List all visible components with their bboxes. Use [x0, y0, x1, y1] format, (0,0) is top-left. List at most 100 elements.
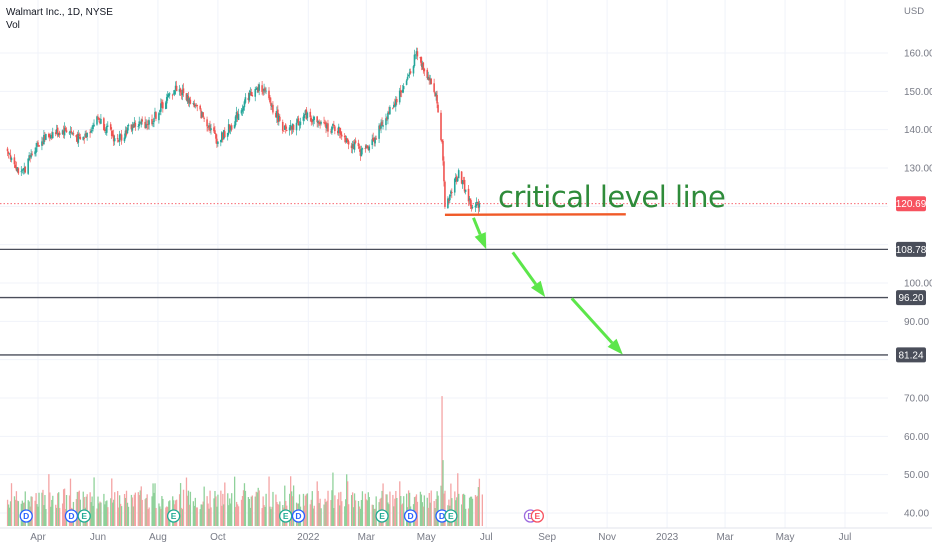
volume-bar [162, 498, 164, 526]
volume-bar [231, 493, 233, 526]
candle-body [261, 85, 263, 92]
candle-body [398, 90, 401, 103]
volume-bar [291, 491, 293, 526]
candle-body [50, 135, 53, 138]
candle-body [165, 97, 168, 104]
trend-arrow-shaft[interactable] [511, 251, 538, 286]
candle-body [83, 137, 85, 139]
volume-bar [199, 509, 201, 526]
candle-body [455, 176, 458, 182]
candle-body [262, 92, 264, 94]
candle-body [400, 91, 403, 93]
dividend-marker-icon[interactable]: D [64, 509, 79, 523]
candle-body [20, 171, 23, 173]
candle-body [22, 168, 25, 171]
candle-body [251, 94, 254, 97]
volume-bar [118, 495, 121, 526]
event-marker-circle [64, 509, 79, 523]
candle-body [229, 126, 232, 131]
candle-body [240, 110, 243, 114]
volume-bar [166, 506, 168, 526]
candle-body [279, 116, 281, 121]
candle-body [126, 127, 129, 134]
candle-body [230, 125, 233, 130]
dividend-marker-icon[interactable]: D [19, 509, 33, 523]
candle-body [288, 127, 291, 131]
volume-series [6, 396, 483, 526]
trend-arrow-head[interactable] [607, 338, 623, 355]
volume-bar [125, 490, 128, 526]
candle-body [6, 148, 9, 152]
candle-body [99, 121, 101, 124]
trend-arrow-head[interactable] [474, 232, 487, 250]
candle-body [461, 180, 464, 185]
candle-body [140, 120, 143, 125]
candle-body [21, 169, 24, 171]
price-tick-label: 60.00 [904, 432, 929, 443]
volume-bar [345, 499, 347, 526]
candle-body [109, 124, 112, 130]
candle-body [388, 111, 390, 114]
candle-body [457, 170, 460, 179]
candle-body [394, 99, 397, 107]
volume-bar [278, 504, 280, 526]
candle-body [120, 134, 123, 141]
volume-bar [208, 508, 210, 526]
volume-bar [373, 508, 375, 526]
trend-arrow-shaft[interactable] [472, 217, 482, 236]
volume-bar [213, 498, 215, 526]
volume-bar [62, 489, 65, 526]
earnings-marker-icon[interactable]: E [166, 509, 181, 523]
candle-body [382, 125, 384, 127]
candle-body [93, 124, 95, 127]
candle-body [221, 133, 224, 140]
candle-body [290, 126, 293, 130]
earnings-marker-icon[interactable]: E [77, 509, 91, 523]
volume-bar [92, 505, 94, 526]
time-axis[interactable]: Apr Jun Aug Oct 2022 Mar May Jul Sep Nov 2023 Mar Ma… [0, 527, 932, 543]
candle-body [134, 122, 137, 127]
candle-body [86, 132, 88, 137]
dividend-marker-icon[interactable]: D [403, 509, 418, 523]
candle-body [351, 144, 354, 149]
candle-body [15, 166, 18, 171]
candle-body [275, 112, 277, 118]
volume-bar [96, 508, 98, 526]
earnings-marker-icon[interactable]: E [375, 509, 389, 523]
volume-bar [7, 504, 10, 526]
volume-bar [408, 492, 411, 526]
time-tick-label: Jul [839, 532, 852, 543]
volume-bar [291, 496, 294, 526]
volume-bar [111, 478, 113, 526]
volume-bar [430, 490, 432, 526]
candle-body [38, 145, 40, 147]
critical-level-line[interactable] [444, 213, 626, 216]
candle-body [385, 118, 387, 126]
volume-bar [419, 491, 422, 526]
candle-body [118, 134, 121, 142]
earnings-marker-icon[interactable]: E [444, 509, 458, 523]
volume-bar [112, 502, 114, 526]
trend-arrow-shaft[interactable] [570, 297, 614, 344]
price-axis[interactable]: USD 160.00 150.00 140.00 130.00 100.00 90.00 70… [904, 6, 932, 520]
candle-body [228, 124, 231, 131]
candle-body [313, 116, 316, 120]
volume-bar [366, 500, 368, 526]
volume-bar [395, 490, 397, 526]
candle-body [387, 112, 389, 120]
volume-bar [228, 505, 230, 526]
candle-body [37, 142, 39, 145]
volume-bar [233, 476, 236, 526]
trend-arrow-head[interactable] [530, 280, 546, 298]
volume-bar [375, 496, 377, 526]
volume-bar [364, 493, 367, 526]
earnings-marker-icon[interactable]: E [279, 509, 293, 523]
time-tick-label: Apr [30, 532, 46, 543]
candle-body [470, 204, 473, 209]
volume-bar [318, 503, 320, 526]
volume-bar [341, 501, 343, 526]
dividend-marker-icon[interactable]: D [291, 509, 306, 523]
earnings-marker-icon[interactable]: E [530, 509, 544, 523]
